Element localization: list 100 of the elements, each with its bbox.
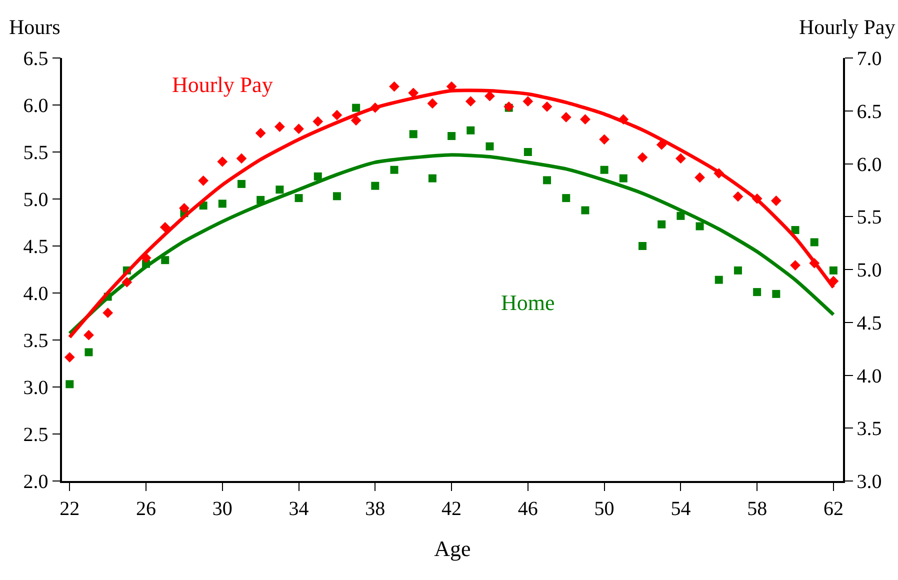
point	[312, 116, 324, 127]
point	[543, 176, 552, 184]
text: Hourly Pay	[172, 72, 273, 97]
y-tick-label: 4.0	[23, 283, 48, 305]
y2-tick-label: 4.0	[856, 365, 882, 388]
point	[656, 140, 667, 150]
point	[675, 153, 686, 164]
point	[238, 180, 246, 188]
point	[140, 252, 152, 264]
y2-tick-label: 4.5	[856, 312, 882, 334]
point	[829, 266, 838, 274]
point	[314, 172, 322, 180]
point	[752, 193, 762, 204]
x-tick-label: 30	[212, 498, 232, 520]
point	[560, 112, 572, 122]
y-tick-label: 2.0	[23, 471, 48, 493]
point	[255, 128, 266, 138]
y-tick-label: 3.5	[23, 330, 48, 352]
y2-tick-label: 7.0	[856, 48, 882, 70]
x-tick-label: 54	[670, 498, 691, 520]
y2-tick-label: 3.0	[856, 471, 882, 493]
y-tick-label: 5.5	[23, 142, 48, 164]
point	[828, 276, 839, 286]
point	[122, 276, 132, 288]
point	[696, 222, 704, 230]
point	[428, 174, 436, 182]
point	[102, 308, 114, 318]
x-tick-label: 58	[747, 498, 768, 520]
point	[332, 110, 342, 120]
point	[217, 156, 228, 167]
x-tick-label: 46	[518, 498, 538, 520]
point	[772, 290, 780, 298]
x-tick-label: 62	[823, 498, 844, 520]
point	[790, 260, 800, 270]
point	[524, 148, 532, 156]
point	[409, 130, 418, 138]
point	[390, 166, 398, 174]
line-series	[68, 153, 836, 336]
point	[84, 348, 93, 356]
point	[427, 98, 438, 109]
point	[694, 172, 705, 183]
x-tick-label: 50	[594, 498, 614, 520]
point	[658, 220, 666, 228]
point	[294, 124, 304, 134]
y-tick-label: 4.5	[23, 236, 48, 258]
point	[64, 352, 75, 362]
point	[714, 276, 723, 284]
point	[160, 222, 170, 232]
text: Home	[501, 290, 555, 315]
point	[600, 166, 608, 174]
point	[370, 102, 380, 113]
point	[84, 330, 94, 340]
point	[276, 186, 284, 194]
y-tick-label: 2.5	[23, 424, 48, 446]
x-tick-label: 34	[288, 498, 309, 520]
point	[676, 212, 685, 220]
point	[179, 202, 190, 214]
point	[619, 174, 628, 182]
point	[66, 380, 74, 388]
point	[484, 90, 495, 102]
point	[809, 258, 820, 268]
point	[770, 196, 782, 206]
point	[274, 122, 285, 132]
y2-axis-title: Hourly Pay	[799, 15, 896, 39]
point	[638, 242, 646, 250]
point	[350, 115, 362, 126]
point	[581, 206, 590, 214]
point	[256, 196, 265, 204]
point	[236, 153, 247, 164]
point	[448, 132, 456, 140]
point	[352, 104, 360, 112]
point	[466, 126, 475, 134]
point	[791, 226, 800, 234]
point	[732, 191, 744, 202]
y2-tick-label: 3.5	[856, 418, 882, 440]
point	[714, 168, 724, 178]
point	[504, 101, 514, 112]
point	[465, 96, 476, 107]
y2-tick-label: 5.5	[856, 206, 882, 229]
y-axis-title: Hours	[9, 15, 60, 39]
point	[522, 96, 534, 107]
point	[389, 81, 400, 92]
point	[198, 175, 209, 186]
point	[218, 200, 226, 208]
y-tick-label: 6.0	[23, 95, 48, 117]
point	[618, 114, 629, 125]
point	[637, 152, 648, 163]
point	[753, 288, 762, 296]
x-axis-title: Age	[434, 536, 471, 562]
y-tick-label: 6.5	[23, 48, 48, 70]
y-tick-label: 5.0	[23, 189, 48, 211]
x-tick-label: 22	[60, 498, 80, 520]
y2-tick-label: 6.5	[856, 100, 882, 123]
point	[810, 238, 818, 246]
point	[408, 88, 419, 98]
point	[486, 142, 494, 150]
point	[294, 194, 303, 202]
x-tick-label: 26	[136, 498, 156, 520]
y2-tick-label: 5.0	[856, 260, 882, 282]
point	[562, 194, 570, 202]
